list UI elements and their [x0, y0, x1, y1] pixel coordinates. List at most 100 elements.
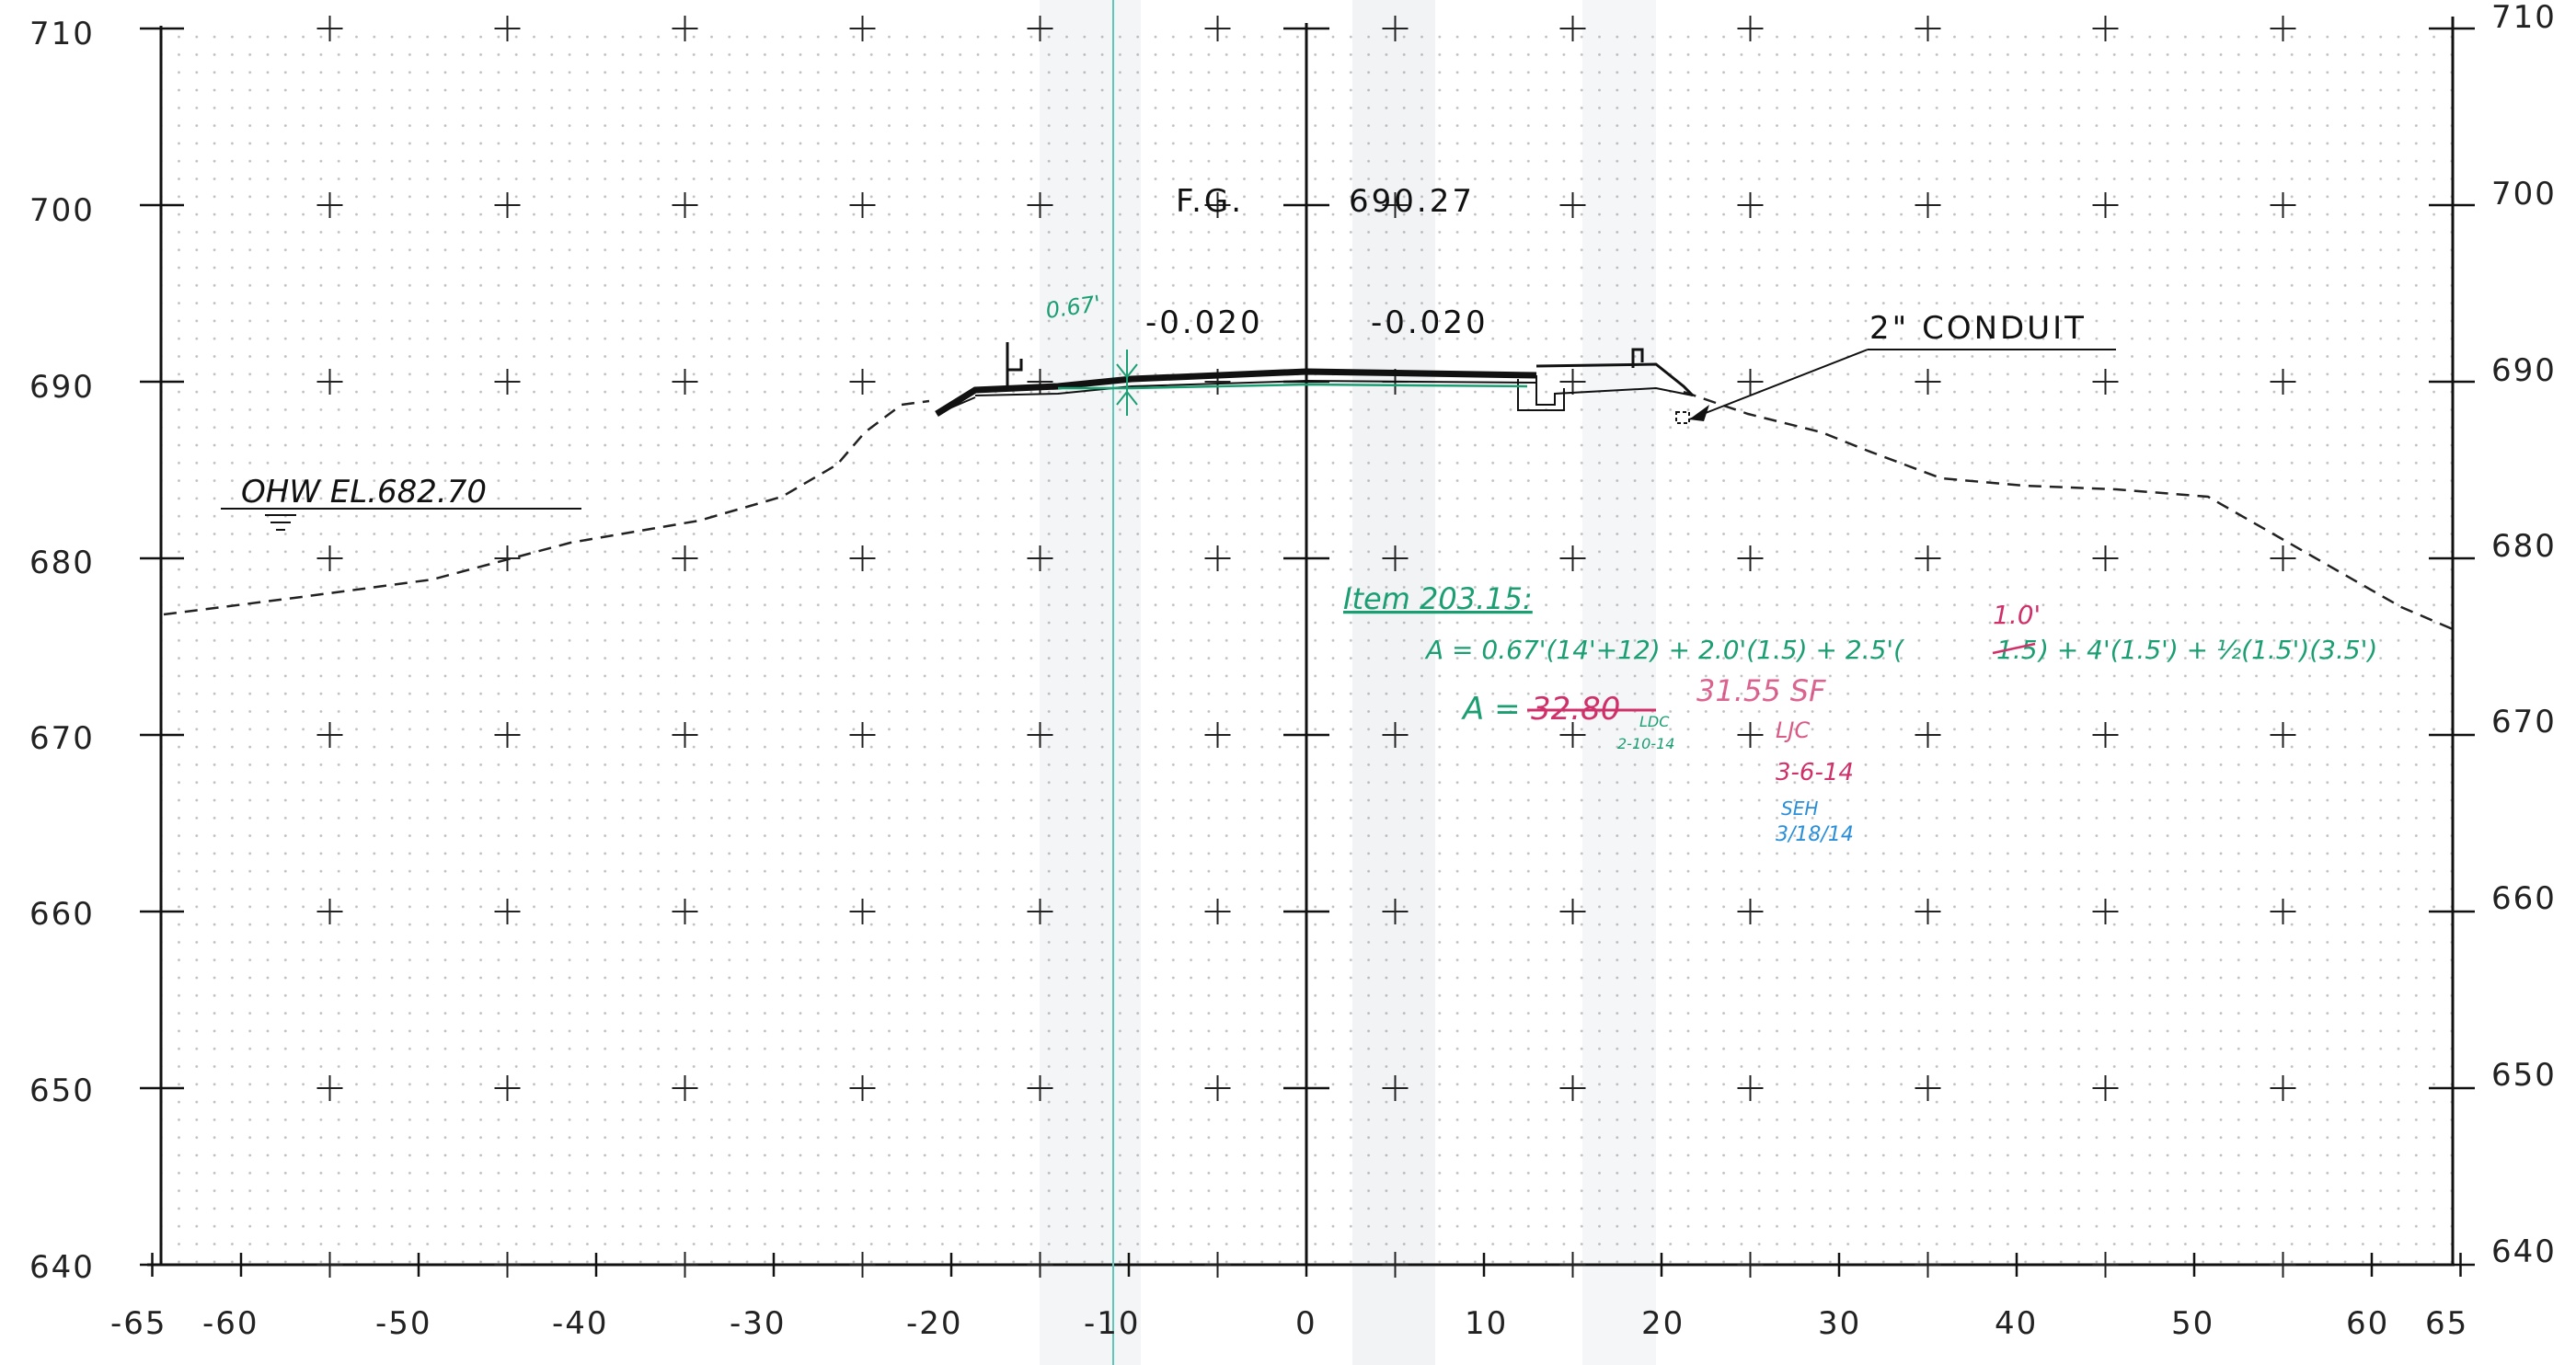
grid-cross	[1382, 1252, 1409, 1278]
x-tick-label: -20	[906, 1305, 963, 1342]
area-new-value: 31.55 SF	[1696, 673, 1826, 708]
grid-cross	[672, 722, 698, 748]
y-tick-label: 690	[29, 369, 95, 406]
conduit-callout: 2" CONDUIT	[1688, 310, 2116, 421]
grid-cross	[672, 545, 698, 571]
grid-cross	[672, 1075, 698, 1101]
grid-cross	[672, 899, 698, 924]
grid-cross	[494, 192, 521, 218]
checker-date: 3-6-14	[1776, 759, 1854, 786]
grid-cross	[494, 722, 521, 748]
y-tick-label: 650	[2491, 1057, 2557, 1094]
formula-correction: 1.0'	[1993, 600, 2041, 630]
grid-cross	[2270, 545, 2296, 571]
grid-cross	[849, 192, 876, 218]
grid-cross	[1915, 1252, 1941, 1278]
y-tick-label: 700	[2491, 176, 2557, 212]
y-tick-label: 690	[2491, 352, 2557, 389]
grid-cross	[1915, 899, 1941, 924]
grid-cross	[672, 192, 698, 218]
x-tick-label: -50	[375, 1305, 432, 1342]
grid-cross	[672, 1252, 698, 1278]
grid-cross	[1737, 16, 1764, 41]
grid-cross	[494, 1075, 521, 1101]
grid-cross	[1027, 545, 1053, 571]
grid-cross	[849, 1252, 876, 1278]
grid-cross	[1737, 722, 1764, 748]
grid-cross	[2270, 899, 2296, 924]
grid-cross	[494, 16, 521, 41]
grid-cross	[2092, 369, 2119, 395]
grid-cross	[2270, 1252, 2296, 1278]
x-tick-label: -40	[552, 1305, 609, 1342]
y-axis-ticks	[140, 27, 2475, 1277]
grid-cross	[2092, 722, 2119, 748]
y-axis-right: 710 700 690 680 670 660 650 640	[2491, 0, 2557, 1270]
grid-cross	[316, 722, 343, 748]
grid-cross	[1915, 192, 1941, 218]
formula-part-a: A = 0.67'(14'+12) + 2.0'(1.5) + 2.5'(	[1424, 635, 1904, 665]
y-tick-label: 650	[29, 1072, 95, 1109]
y-tick-label: 700	[29, 192, 95, 229]
grid-cross	[2270, 369, 2296, 395]
grid-cross	[1737, 1075, 1764, 1101]
grid-cross	[2092, 1252, 2119, 1278]
grid-cross	[316, 545, 343, 571]
grid-cross	[1204, 899, 1231, 924]
grid-cross	[2092, 1075, 2119, 1101]
grid-cross	[1915, 722, 1941, 748]
subbase-line	[1058, 383, 1528, 390]
grid-cross	[316, 192, 343, 218]
grid-cross	[2270, 16, 2296, 41]
grid-cross	[1382, 899, 1409, 924]
area-label: A =	[1461, 691, 1521, 728]
grid-cross	[316, 1252, 343, 1278]
x-axis: -65 -60 -50 -40 -30 -20 -10 0 10 20 30 4…	[110, 1305, 2467, 1342]
y-tick-label: 710	[29, 16, 95, 52]
grid-cross	[1559, 1252, 1586, 1278]
grid-cross	[1737, 1252, 1764, 1278]
grid-cross	[1382, 16, 1409, 41]
grid-cross	[1559, 16, 1586, 41]
grid-cross	[1737, 369, 1764, 395]
x-tick-label: -60	[202, 1305, 259, 1342]
x-tick-label: -65	[110, 1305, 167, 1342]
grid-cross	[672, 16, 698, 41]
grid-cross	[1204, 192, 1231, 218]
quantity-calculation: Item 203.15: A = 0.67'(14'+12) + 2.0'(1.…	[1343, 581, 2377, 846]
grid-cross	[316, 1075, 343, 1101]
existing-ground-line	[1683, 390, 2454, 631]
grid-cross	[494, 899, 521, 924]
checker-initials: LJC	[1776, 717, 1810, 743]
cross-slope-right: -0.020	[1371, 304, 1489, 341]
x-tick-label: 60	[2346, 1305, 2389, 1342]
x-tick-label: 40	[1995, 1305, 2038, 1342]
grid-cross	[849, 722, 876, 748]
finished-grade-label: F.G.	[1176, 183, 1244, 220]
grid-cross	[1559, 899, 1586, 924]
y-tick-label: 670	[29, 720, 95, 757]
existing-ground-line	[163, 399, 930, 616]
y-tick-label: 680	[2491, 528, 2557, 565]
grid-cross	[316, 369, 343, 395]
grid-cross	[1204, 1075, 1231, 1101]
y-tick-label: 670	[2491, 704, 2557, 740]
grid-cross	[1027, 16, 1053, 41]
grid-cross	[1559, 192, 1586, 218]
grid-cross	[1915, 369, 1941, 395]
grid-cross	[1027, 899, 1053, 924]
finished-grade-value: 690.27	[1349, 183, 1475, 220]
grid-cross	[2270, 722, 2296, 748]
grid-cross	[1204, 545, 1231, 571]
grid-cross	[1559, 1075, 1586, 1101]
grid-cross	[849, 545, 876, 571]
x-tick-label: 0	[1295, 1305, 1317, 1342]
grid-cross	[1737, 545, 1764, 571]
grid-cross	[2092, 899, 2119, 924]
grid-cross	[1382, 192, 1409, 218]
grid-cross	[1027, 1075, 1053, 1101]
grid-cross	[1559, 722, 1586, 748]
grid-cross	[1027, 192, 1053, 218]
checker-date: 2-10-14	[1617, 735, 1674, 752]
